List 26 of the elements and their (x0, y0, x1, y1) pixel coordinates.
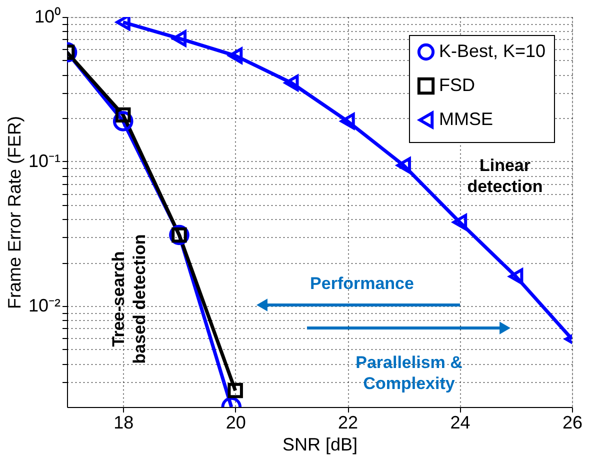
annotation: Parallelism & Complexity (356, 353, 462, 393)
point (508, 268, 524, 285)
x-tick-label: 18 (114, 412, 134, 432)
y-tick-label: 10⁻² (28, 296, 61, 316)
point (116, 17, 130, 30)
point (284, 74, 299, 92)
legend-label: MMSE (439, 109, 493, 129)
y-axis-title: Frame Error Rate (FER) (4, 116, 24, 310)
point (228, 382, 243, 398)
x-axis-title: SNR [dB] (282, 434, 358, 454)
point (452, 214, 468, 230)
y-tick-label: 10⁰ (34, 6, 60, 26)
legend-label: FSD (439, 75, 475, 95)
x-tick-label: 26 (562, 412, 583, 432)
annotation: Performance (310, 274, 414, 293)
annotation: Tree-search based detection (109, 234, 149, 364)
x-tick-label: 20 (226, 412, 246, 432)
y-tick-label: 10⁻¹ (28, 151, 61, 171)
point (228, 47, 243, 64)
point (172, 30, 187, 47)
annotation: Linear detection (467, 156, 543, 196)
legend-label: K-Best, K=10 (439, 41, 546, 61)
point (340, 113, 355, 130)
point (396, 157, 411, 174)
x-tick-label: 22 (338, 412, 358, 432)
x-tick-label: 24 (450, 412, 470, 432)
